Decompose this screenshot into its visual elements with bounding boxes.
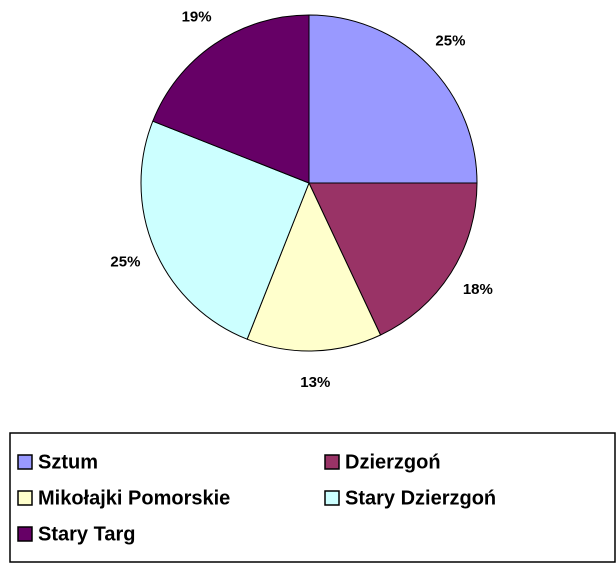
legend-label: Stary Targ [38, 523, 135, 545]
pie-slice [140, 120, 310, 340]
data-label: 25% [110, 253, 140, 270]
legend-swatch [17, 490, 33, 506]
legend-swatch [324, 490, 340, 506]
pie-slice [308, 14, 478, 184]
legend-label: Sztum [38, 451, 98, 473]
legend-box [9, 432, 616, 563]
legend-label: Mikołajki Pomorskie [38, 487, 230, 509]
pie-slice [152, 14, 310, 184]
legend: Sztum Dzierzgoń Mikołajki Pomorskie Stary D… [17, 451, 496, 545]
pie-slice [308, 182, 478, 336]
legend-swatch [17, 454, 33, 470]
data-label: 13% [300, 374, 330, 391]
data-label: 25% [435, 33, 465, 50]
legend-label: Dzierzgoń [345, 451, 441, 473]
legend-swatch [17, 526, 33, 542]
data-label: 19% [182, 9, 212, 26]
pie: 25% 18% 13% 25% 19% [110, 9, 492, 391]
data-label: 18% [463, 281, 493, 298]
pie-slice [246, 181, 382, 352]
legend-swatch [324, 454, 340, 470]
legend-label: Stary Dzierzgoń [345, 487, 496, 509]
